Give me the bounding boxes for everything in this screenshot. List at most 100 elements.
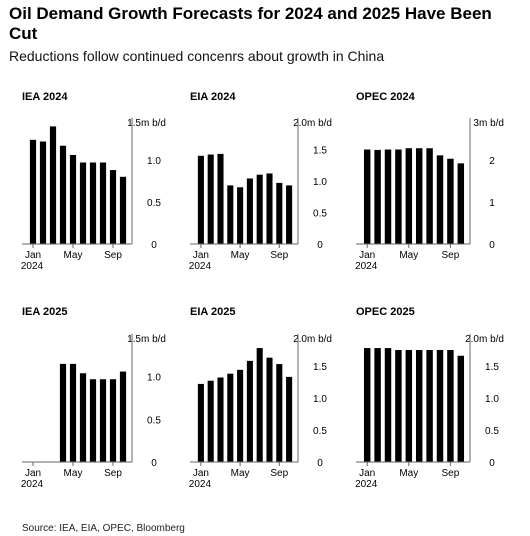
y-tick-label: 0 bbox=[151, 240, 157, 251]
y-tick-label: 1.0 bbox=[147, 373, 161, 384]
bar bbox=[256, 174, 263, 244]
y-tick-label: 0 bbox=[489, 458, 495, 469]
bar bbox=[374, 149, 381, 244]
bar bbox=[384, 149, 392, 244]
bar bbox=[246, 360, 253, 462]
x-tick-label: 2024 bbox=[355, 261, 378, 272]
y-tick-label: 1.5 bbox=[485, 362, 499, 373]
bar bbox=[457, 355, 465, 462]
bar bbox=[237, 369, 244, 462]
y-tick-label: 1.0 bbox=[147, 156, 161, 167]
y-tick-label: 0 bbox=[489, 240, 495, 251]
bar bbox=[207, 380, 214, 462]
x-tick-label: May bbox=[231, 250, 250, 261]
panel-title: EIA 2025 bbox=[190, 306, 235, 318]
x-tick-label: Jan bbox=[359, 468, 375, 479]
y-tick-label: 2 bbox=[489, 156, 495, 167]
panel-title: OPEC 2024 bbox=[356, 91, 416, 103]
x-tick-label: May bbox=[64, 468, 83, 479]
x-tick-label: Sep bbox=[104, 250, 122, 261]
bar bbox=[426, 148, 433, 244]
bar bbox=[49, 126, 57, 244]
y-tick-label: 0 bbox=[317, 458, 323, 469]
bar bbox=[69, 363, 77, 462]
y-unit-label: 3m b/d bbox=[473, 118, 504, 129]
panel-title: IEA 2025 bbox=[22, 306, 67, 318]
bar bbox=[217, 153, 224, 244]
x-tick-label: Sep bbox=[442, 250, 460, 261]
bar bbox=[447, 158, 454, 244]
panel-title: IEA 2024 bbox=[22, 91, 68, 103]
bar bbox=[266, 357, 273, 462]
x-tick-label: Jan bbox=[359, 250, 375, 261]
y-tick-label: 1.0 bbox=[313, 394, 327, 405]
y-tick-label: 0.5 bbox=[485, 426, 499, 437]
bar bbox=[436, 350, 444, 462]
page-subtitle: Reductions follow continued concenrs abo… bbox=[9, 48, 385, 64]
x-tick-label: 2024 bbox=[189, 261, 212, 272]
x-tick-label: Sep bbox=[270, 468, 288, 479]
y-tick-label: 1.0 bbox=[485, 394, 499, 405]
bar bbox=[207, 154, 214, 244]
y-tick-label: 0 bbox=[317, 240, 323, 251]
bar bbox=[395, 350, 402, 462]
bar bbox=[217, 377, 224, 462]
x-tick-label: Jan bbox=[193, 250, 209, 261]
bar bbox=[89, 379, 97, 462]
y-tick-label: 1.5 bbox=[313, 146, 327, 157]
bar bbox=[426, 350, 433, 462]
x-tick-label: 2024 bbox=[355, 479, 378, 490]
bar bbox=[266, 173, 273, 244]
bar bbox=[405, 350, 413, 462]
y-unit-label: 2.0m b/d bbox=[293, 334, 332, 345]
y-tick-label: 1.5 bbox=[313, 362, 327, 373]
x-tick-label: May bbox=[231, 468, 250, 479]
bar bbox=[99, 379, 107, 462]
bar bbox=[99, 162, 107, 244]
bar bbox=[457, 163, 465, 244]
bar bbox=[384, 348, 392, 462]
y-unit-label: 2.0m b/d bbox=[293, 118, 332, 129]
bar bbox=[276, 182, 283, 244]
bar bbox=[415, 350, 423, 462]
x-tick-label: Sep bbox=[442, 468, 460, 479]
bar bbox=[246, 178, 253, 244]
bar bbox=[447, 350, 454, 462]
y-tick-label: 0.5 bbox=[147, 415, 161, 426]
y-tick-label: 0.5 bbox=[147, 198, 161, 209]
x-tick-label: Jan bbox=[25, 250, 41, 261]
bar bbox=[436, 155, 444, 244]
y-unit-label: 1.5m b/d bbox=[127, 118, 166, 129]
y-tick-label: 1.0 bbox=[313, 177, 327, 188]
bar bbox=[363, 348, 371, 462]
bar bbox=[256, 348, 263, 462]
bar bbox=[286, 185, 293, 244]
bar bbox=[59, 145, 67, 244]
x-tick-label: May bbox=[399, 250, 418, 261]
bar bbox=[415, 148, 423, 244]
x-tick-label: Sep bbox=[104, 468, 122, 479]
y-tick-label: 0.5 bbox=[313, 209, 327, 220]
x-tick-label: Sep bbox=[270, 250, 288, 261]
bar bbox=[59, 363, 67, 462]
bar bbox=[197, 155, 204, 244]
x-tick-label: May bbox=[64, 250, 83, 261]
x-tick-label: 2024 bbox=[21, 479, 44, 490]
panel-title: OPEC 2025 bbox=[356, 306, 415, 318]
bar bbox=[197, 383, 204, 462]
y-unit-label: 1.5m b/d bbox=[127, 334, 166, 345]
bar bbox=[109, 379, 117, 462]
x-tick-label: Jan bbox=[193, 468, 209, 479]
y-tick-label: 0 bbox=[151, 458, 157, 469]
bar bbox=[276, 364, 283, 462]
bar bbox=[109, 170, 117, 244]
bar bbox=[374, 348, 381, 462]
bar bbox=[39, 141, 47, 244]
bar bbox=[405, 148, 413, 244]
bar bbox=[237, 187, 244, 244]
